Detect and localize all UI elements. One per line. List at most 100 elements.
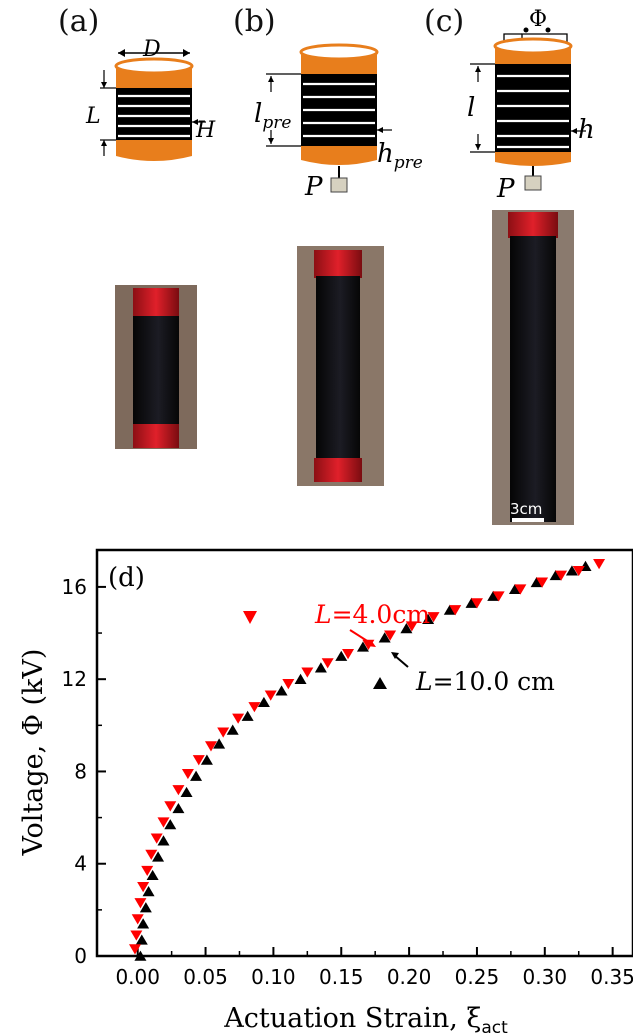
panel-label-b: (b) xyxy=(233,4,276,39)
data-point xyxy=(427,612,440,623)
data-point xyxy=(180,786,193,798)
data-point xyxy=(232,713,245,724)
data-point xyxy=(200,754,213,765)
data-point xyxy=(508,583,521,595)
data-point xyxy=(142,886,155,897)
scale-bar xyxy=(512,518,544,522)
data-point xyxy=(213,738,226,749)
panel-label-a: (a) xyxy=(58,4,100,39)
data-point xyxy=(135,934,148,945)
data-point xyxy=(449,605,462,616)
data-point xyxy=(572,565,585,577)
data-point xyxy=(356,641,369,652)
data-point xyxy=(530,576,543,588)
legend-text-l10: L=10.0 cm xyxy=(415,667,555,696)
top-opening xyxy=(114,57,194,75)
y-tick-label: 12 xyxy=(62,667,87,691)
data-point xyxy=(487,590,500,601)
data-point xyxy=(549,569,562,581)
legend-marker-red xyxy=(243,611,257,624)
data-point xyxy=(226,724,239,735)
electrode-stack-c xyxy=(495,64,571,152)
data-point xyxy=(190,770,203,781)
force-label-b: P xyxy=(304,172,323,202)
legend-l4: L=4.0cm xyxy=(243,600,430,647)
data-point xyxy=(470,598,483,609)
legend-pointer-black xyxy=(393,654,409,668)
data-point xyxy=(241,710,254,721)
data-point xyxy=(128,944,141,955)
schematic-a xyxy=(100,49,206,161)
legend-l10: L=10.0 cm xyxy=(373,652,555,696)
dim-d-label: D xyxy=(142,37,161,62)
data-point xyxy=(264,690,277,701)
data-point xyxy=(282,678,295,690)
schematic-c xyxy=(470,27,586,191)
x-axis: 0.00 0.05 0.10 0.15 0.20 0.25 0.30 0.35 xyxy=(115,947,633,989)
data-point xyxy=(134,950,147,961)
data-point xyxy=(150,833,163,844)
data-point xyxy=(275,685,288,696)
panel-label-c: (c) xyxy=(424,4,465,39)
data-point xyxy=(443,604,456,615)
x-axis-title: Actuation Strain, ξact xyxy=(223,1003,508,1035)
legend-marker-black xyxy=(373,677,387,689)
y-axis: 0 4 8 12 16 xyxy=(62,575,106,968)
data-point xyxy=(164,801,177,812)
schematic-b xyxy=(266,43,392,193)
dim-h-label: H xyxy=(195,118,216,143)
data-point xyxy=(152,851,165,862)
data-point xyxy=(536,577,549,588)
data-point xyxy=(192,755,205,766)
data-point xyxy=(164,819,177,830)
dim-lpre-label: lpre xyxy=(254,99,291,133)
y-tick-label: 16 xyxy=(62,575,87,599)
legend-text-l4: L=4.0cm xyxy=(314,600,430,629)
data-point xyxy=(157,835,170,846)
data-point xyxy=(465,597,478,608)
data-point xyxy=(405,621,418,632)
data-point xyxy=(137,881,150,893)
data-point xyxy=(301,667,314,678)
data-point xyxy=(217,727,230,738)
dim-l-label: L xyxy=(85,104,101,129)
data-point xyxy=(248,702,261,713)
data-point xyxy=(131,914,144,925)
y-tick-label: 0 xyxy=(74,944,87,968)
data-point xyxy=(384,630,397,641)
plot-frame xyxy=(95,548,633,958)
data-point xyxy=(422,613,435,625)
data-point xyxy=(130,930,143,941)
electrode-lines xyxy=(118,94,190,138)
series-l4 xyxy=(128,559,606,955)
y-tick-label: 8 xyxy=(74,759,87,783)
data-point xyxy=(321,658,334,669)
data-point xyxy=(492,591,505,602)
x-tick-label: 0.20 xyxy=(387,965,432,989)
data-point xyxy=(565,565,578,576)
series-l10 xyxy=(134,560,592,961)
data-point xyxy=(141,865,154,877)
x-tick-label: 0.35 xyxy=(590,965,633,989)
data-point xyxy=(181,768,194,780)
x-tick-label: 0.25 xyxy=(455,965,500,989)
data-point xyxy=(514,584,527,595)
data-point xyxy=(257,696,270,708)
photo-c xyxy=(492,210,574,525)
data-point xyxy=(378,632,391,643)
data-point xyxy=(314,662,327,673)
data-point xyxy=(593,559,606,570)
data-point xyxy=(204,741,217,752)
data-point xyxy=(172,802,185,814)
data-point xyxy=(139,902,152,913)
photo-b xyxy=(297,246,384,486)
force-label-c: P xyxy=(496,174,515,204)
data-point xyxy=(137,918,150,929)
data-point xyxy=(146,869,159,881)
data-point xyxy=(172,785,185,796)
x-tick-label: 0.00 xyxy=(115,965,160,989)
data-point xyxy=(157,817,170,828)
y-tick-label: 4 xyxy=(74,852,87,876)
data-point xyxy=(400,623,413,634)
